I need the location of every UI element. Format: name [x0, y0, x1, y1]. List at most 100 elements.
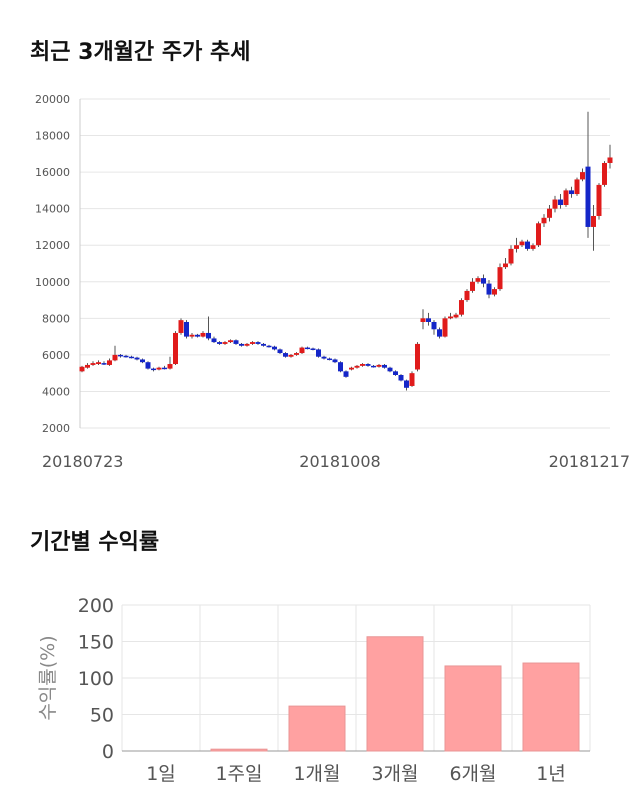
candle-body — [178, 320, 184, 333]
y-tick-label: 16000 — [35, 166, 70, 179]
candle-body — [156, 367, 162, 370]
candle-body — [376, 364, 382, 367]
candle-body — [492, 289, 497, 295]
y-tick-label: 200 — [78, 595, 114, 617]
candle-body — [217, 342, 222, 344]
candle-body — [338, 362, 343, 372]
candle-body — [508, 248, 514, 264]
y-tick-label: 10000 — [35, 276, 70, 289]
candle-body — [85, 364, 90, 368]
candle-body — [602, 162, 607, 185]
candle-body — [464, 290, 470, 301]
price-candlestick-chart: 2000 4000 6000 8000 10000 12000 14000 16000 1800… — [35, 93, 630, 471]
candle-body — [486, 283, 492, 295]
candle-body — [442, 318, 448, 337]
candle-body — [398, 374, 404, 381]
price-trend-title: 최근 3개월간 주가 추세 — [30, 40, 251, 65]
candle-body — [420, 318, 426, 322]
y-tick-label: 4000 — [42, 385, 70, 398]
candle-body — [409, 373, 415, 386]
returns-bar-chart: 0 50 100 150 200 1일 1주일 1개월 3개월 6개월 1년 수익률(%) — [37, 595, 591, 785]
candle-body — [129, 356, 134, 359]
candle-body — [327, 358, 332, 361]
candle-body — [101, 363, 107, 365]
candle-body — [184, 321, 189, 337]
y-tick-label: 0 — [102, 741, 114, 763]
candle-body — [514, 245, 519, 249]
candle-body — [151, 368, 156, 371]
candle-body — [228, 340, 233, 343]
candle-body — [530, 245, 536, 249]
candle-body — [580, 172, 585, 180]
candle-body — [123, 355, 129, 358]
candle-body — [574, 179, 580, 195]
candle-body — [288, 354, 294, 357]
candle-body — [558, 199, 563, 206]
candle-body — [343, 371, 349, 377]
candle-body — [497, 267, 503, 290]
candle-body — [266, 345, 272, 348]
candle-body — [387, 367, 393, 372]
candle-body — [255, 342, 261, 344]
candle-body — [272, 346, 277, 350]
candle-body — [107, 360, 112, 365]
x-tick-label: 1개월 — [293, 763, 340, 785]
x-tick-label: 20181217 — [549, 452, 630, 471]
candle-body — [519, 241, 525, 246]
candle-body — [365, 364, 371, 366]
candle-body — [563, 190, 569, 206]
y-tick-label: 14000 — [35, 203, 70, 216]
candle-body — [536, 223, 541, 246]
candle-body — [277, 349, 283, 354]
y-tick-label: 8000 — [42, 312, 70, 325]
candle-body — [354, 365, 360, 368]
candle-body — [525, 241, 530, 249]
candle-body — [541, 217, 547, 224]
candle-body — [118, 354, 123, 357]
candle-body — [404, 380, 409, 388]
candle-body — [321, 356, 327, 359]
candle-body — [162, 367, 167, 370]
candle-body — [481, 278, 486, 284]
candle-body — [195, 334, 200, 337]
candle-body — [283, 353, 288, 357]
candle-body — [431, 321, 437, 330]
candle-body — [437, 329, 442, 337]
candle-body — [470, 281, 475, 291]
candle-body — [591, 215, 596, 227]
candle-body — [173, 332, 178, 365]
candle-body — [200, 332, 206, 337]
x-tick-label: 1년 — [536, 763, 566, 785]
candle-body — [393, 371, 398, 375]
candle-body — [222, 342, 228, 344]
candle-body — [112, 354, 118, 361]
candle-body — [140, 359, 145, 363]
candle-body — [448, 316, 453, 319]
candle-body — [167, 364, 173, 369]
y-tick-label: 2000 — [42, 422, 70, 435]
x-tick-label: 20181008 — [299, 452, 380, 471]
y-tick-label: 100 — [78, 668, 114, 690]
candle-body — [503, 263, 508, 268]
candle-body — [305, 347, 310, 350]
y-tick-label: 6000 — [42, 349, 70, 362]
candle-body — [382, 364, 387, 368]
candle-body — [134, 357, 140, 360]
candle-body — [426, 318, 431, 322]
return-bar — [210, 748, 268, 752]
candle-body — [250, 342, 255, 344]
candle-body — [316, 349, 321, 357]
candle-body — [552, 199, 558, 209]
x-tick-label: 1일 — [146, 763, 176, 785]
candle-body — [415, 343, 420, 370]
candle-body — [360, 364, 365, 366]
candle-body — [459, 300, 464, 315]
x-tick-label: 6개월 — [449, 763, 496, 785]
candle-body — [233, 340, 239, 344]
candle-body — [547, 208, 552, 218]
returns-title: 기간별 수익률 — [30, 530, 160, 555]
return-bar — [288, 705, 346, 752]
return-bar — [366, 636, 424, 752]
candle-body — [585, 166, 591, 227]
y-axis-label: 수익률(%) — [37, 635, 59, 720]
